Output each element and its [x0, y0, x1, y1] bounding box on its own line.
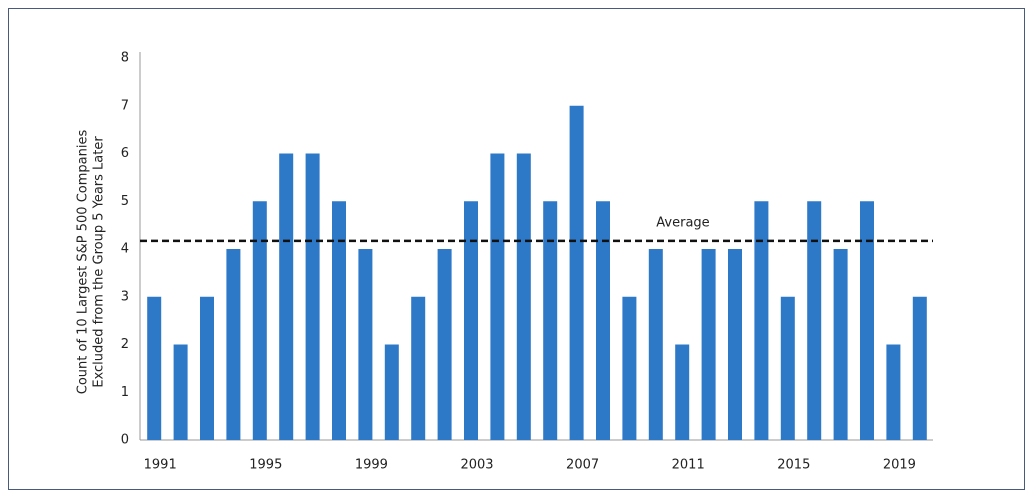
bar [490, 153, 505, 440]
bar [384, 344, 399, 440]
bar [596, 201, 610, 440]
bar [279, 153, 294, 440]
bar [358, 249, 373, 440]
y-tick-label: 8 [121, 51, 129, 66]
x-tick-label: 2019 [883, 458, 916, 473]
bar [701, 249, 716, 440]
bar [173, 344, 188, 440]
bar [543, 201, 558, 440]
bar [464, 201, 478, 440]
y-tick-label: 0 [121, 433, 129, 448]
bar [833, 249, 848, 440]
y-tick-label: 2 [121, 337, 129, 352]
bar [200, 296, 214, 440]
x-tick-label: 2015 [777, 458, 810, 473]
y-tick-label: 6 [121, 146, 129, 161]
y-axis-label: Count of 10 Largest S&P 500 Companies [76, 130, 91, 395]
bar [648, 249, 663, 440]
x-tick-label: 2007 [566, 458, 599, 473]
bar [675, 344, 690, 440]
bar [252, 201, 267, 440]
y-tick-label: 1 [121, 385, 129, 400]
x-tick-label: 1999 [355, 458, 388, 473]
x-tick-label: 2003 [460, 458, 493, 473]
bar [332, 201, 346, 440]
y-tick-label: 3 [121, 289, 129, 304]
y-axis-label: Excluded from the Group 5 Years Later [92, 136, 107, 388]
bar [516, 153, 531, 440]
bar [411, 296, 426, 440]
y-tick-label: 7 [121, 98, 129, 113]
bar [860, 201, 874, 440]
average-label: Average [656, 215, 709, 230]
bar [437, 249, 452, 440]
bar [728, 249, 742, 440]
bar [569, 105, 584, 440]
bar [886, 344, 901, 440]
bar [754, 201, 769, 440]
y-tick-label: 4 [121, 242, 129, 257]
bar [807, 201, 822, 440]
bar [912, 296, 927, 440]
x-tick-label: 1991 [144, 458, 177, 473]
bar [305, 153, 320, 440]
bar [147, 296, 162, 440]
bar [226, 249, 241, 440]
bar [622, 296, 637, 440]
bar [780, 296, 795, 440]
x-tick-label: 2011 [672, 458, 705, 473]
frame [8, 8, 1025, 490]
y-tick-label: 5 [121, 194, 129, 209]
x-tick-label: 1995 [249, 458, 282, 473]
